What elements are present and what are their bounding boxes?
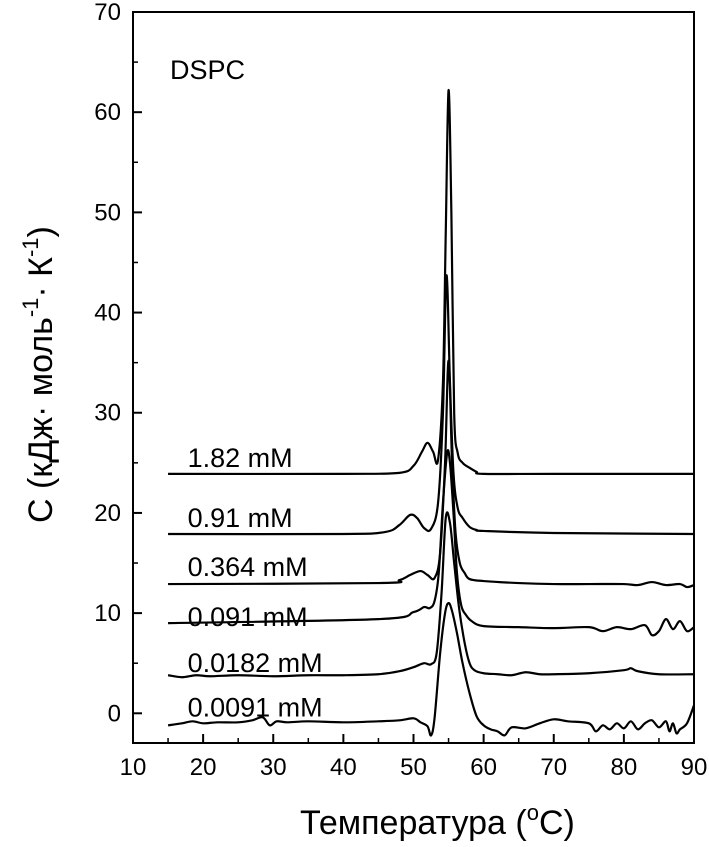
series-line-1: [168, 274, 695, 536]
x-tick-label: 80: [611, 754, 638, 781]
x-axis-title-sup: o: [527, 800, 539, 825]
y-tick-label: 20: [94, 500, 121, 527]
y-tick-label: 70: [94, 0, 121, 26]
x-tick-label: 40: [330, 754, 357, 781]
x-tick-label: 20: [190, 754, 217, 781]
x-tick-label: 70: [540, 754, 567, 781]
series-label-4: 0.0182 mM: [188, 648, 323, 678]
series-line-2: [168, 359, 695, 589]
y-tick-label: 10: [94, 600, 121, 627]
x-axis-title: Температура (oC): [300, 800, 575, 842]
y-axis-title-part2: · К: [22, 257, 60, 298]
series-label-3: 0.091 mM: [188, 602, 308, 632]
series-label-2: 0.364 mM: [188, 552, 308, 582]
x-tick-label: 10: [120, 754, 147, 781]
y-tick-label: 40: [94, 300, 121, 327]
y-axis-title-part1: C (кДж· моль: [22, 317, 60, 523]
x-axis-ticks: 10 20 30 40 50 60 70 80 90: [120, 734, 708, 781]
plot-border: [132, 11, 695, 744]
y-axis-title-part3: ): [22, 226, 60, 237]
y-axis-title: C (кДж· моль-1· К-1): [18, 226, 60, 523]
y-tick-label: 50: [94, 199, 121, 226]
series-label-0: 1.82 mM: [188, 443, 293, 473]
plot-frame: [132, 11, 695, 744]
series-label-1: 0.91 mM: [188, 503, 293, 533]
series-line-3: [168, 449, 695, 637]
x-tick-label: 90: [681, 754, 708, 781]
y-axis-title-sup2: -1: [18, 237, 43, 257]
x-tick-label: 30: [260, 754, 287, 781]
series-line-0: [168, 89, 694, 476]
annotation-dspc: DSPC: [170, 55, 245, 85]
series-labels: 1.82 mM 0.91 mM 0.364 mM 0.091 mM 0.0182 mM 0…: [188, 443, 323, 722]
series-label-5: 0.0091 mM: [188, 692, 323, 722]
y-tick-label: 30: [94, 400, 121, 427]
y-tick-label: 0: [108, 700, 121, 727]
y-tick-label: 60: [94, 99, 121, 126]
x-axis-title-main: Температура (: [300, 804, 527, 842]
series-line-4: [167, 511, 695, 679]
series-line-5: [167, 602, 696, 737]
series-lines: [167, 89, 696, 737]
y-axis-title-sup1: -1: [18, 298, 43, 318]
y-axis-ticks: 0 10 20 30 40 50 60 70: [94, 0, 142, 727]
x-tick-label: 60: [470, 754, 497, 781]
x-axis-title-tail: C): [539, 804, 575, 842]
x-tick-label: 50: [400, 754, 427, 781]
